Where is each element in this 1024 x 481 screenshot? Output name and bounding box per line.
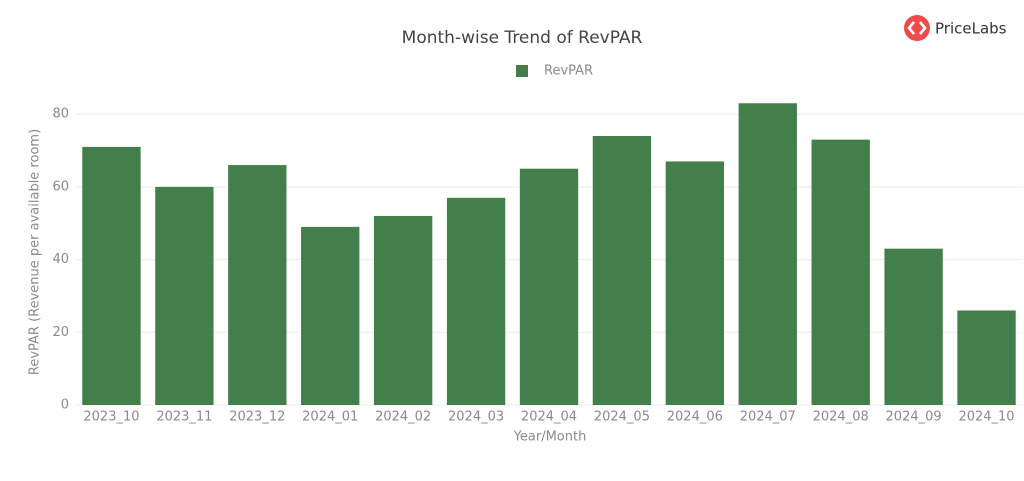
bar xyxy=(957,310,1016,405)
x-tick-label: 2023_12 xyxy=(229,410,285,425)
bar xyxy=(665,161,725,405)
bar xyxy=(738,103,797,405)
bar xyxy=(301,226,360,405)
x-tick-label: 2024_08 xyxy=(813,410,869,425)
x-tick-label: 2024_07 xyxy=(740,410,796,425)
x-tick-label: 2023_10 xyxy=(83,410,139,425)
chart-title: Month-wise Trend of RevPAR xyxy=(402,28,643,48)
x-tick-label: 2024_10 xyxy=(958,410,1014,425)
logo: PriceLabs xyxy=(904,15,1007,41)
logo-chevrons xyxy=(907,21,927,35)
bar xyxy=(82,146,141,406)
x-tick-label: 2024_02 xyxy=(375,410,431,425)
x-axis-label: Year/Month xyxy=(513,430,587,445)
x-tick-label: 2024_05 xyxy=(594,410,650,425)
y-tick-label: 80 xyxy=(52,107,69,122)
y-tick-label: 20 xyxy=(52,325,69,340)
y-axis-label: RevPAR (Revenue per available room) xyxy=(28,129,43,375)
bar xyxy=(373,215,433,405)
x-tick-label: 2024_01 xyxy=(302,410,358,425)
x-tick-label: 2024_09 xyxy=(886,410,942,425)
bar xyxy=(446,197,506,405)
legend-label: RevPAR xyxy=(544,64,593,79)
bar xyxy=(228,165,287,405)
bar xyxy=(592,135,652,406)
bar xyxy=(519,168,579,405)
y-tick-label: 40 xyxy=(52,252,69,267)
bar xyxy=(884,248,943,405)
bar xyxy=(155,186,214,405)
x-tick-label: 2024_06 xyxy=(667,410,723,425)
logo-icon xyxy=(904,15,930,41)
x-tick-label: 2024_03 xyxy=(448,410,504,425)
y-tick-label: 60 xyxy=(52,179,69,194)
bar xyxy=(811,139,870,405)
x-tick-label: 2024_04 xyxy=(521,410,577,425)
brand-name: PriceLabs xyxy=(935,20,1007,38)
y-tick-label: 0 xyxy=(61,398,69,413)
x-tick-label: 2023_11 xyxy=(156,410,212,425)
legend-swatch xyxy=(516,65,528,77)
